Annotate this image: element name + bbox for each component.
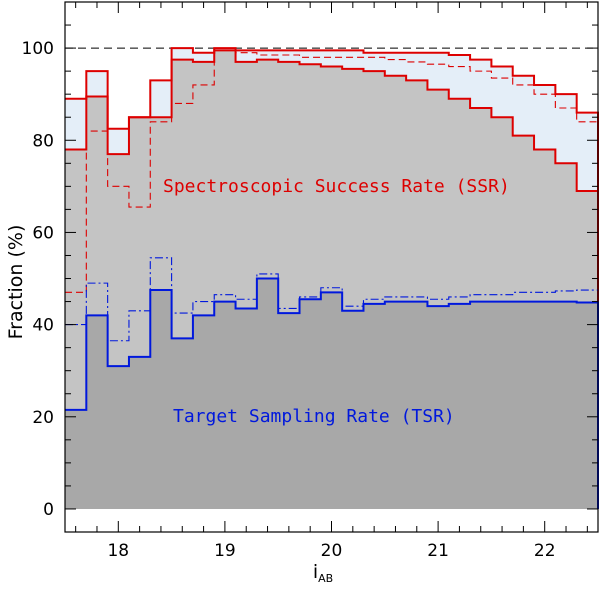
x-tick-label: 18 xyxy=(107,541,129,561)
x-tick-label: 19 xyxy=(214,541,236,561)
fill-layer xyxy=(65,48,598,509)
series-layer xyxy=(65,47,599,509)
y-tick-label: 20 xyxy=(32,408,54,428)
x-axis-title: iAB xyxy=(313,561,333,585)
x-tick-label: 22 xyxy=(534,541,556,561)
annotation-tsr: Target Sampling Rate (TSR) xyxy=(173,406,455,427)
y-axis-title: Fraction (%) xyxy=(5,225,27,340)
series-line-tsr xyxy=(65,277,599,509)
y-tick-label: 40 xyxy=(32,316,54,336)
fill-tsr-area xyxy=(65,278,598,509)
x-tick-label: 21 xyxy=(427,541,449,561)
y-tick-label: 80 xyxy=(32,131,54,151)
y-tick-label: 60 xyxy=(32,223,54,243)
x-tick-label: 20 xyxy=(321,541,343,561)
annotation-ssr: Spectroscopic Success Rate (SSR) xyxy=(163,176,510,197)
series-line-tsr-dashdot xyxy=(65,257,599,509)
y-tick-label: 100 xyxy=(22,39,54,59)
tick-labels: 18 19 20 21 22 0 20 40 60 80 100 xyxy=(22,39,556,561)
y-tick-label: 0 xyxy=(43,500,54,520)
fill-ssr-band xyxy=(65,48,598,191)
plot-frame xyxy=(64,1,599,533)
series-line-ssr-dashed xyxy=(65,49,599,509)
